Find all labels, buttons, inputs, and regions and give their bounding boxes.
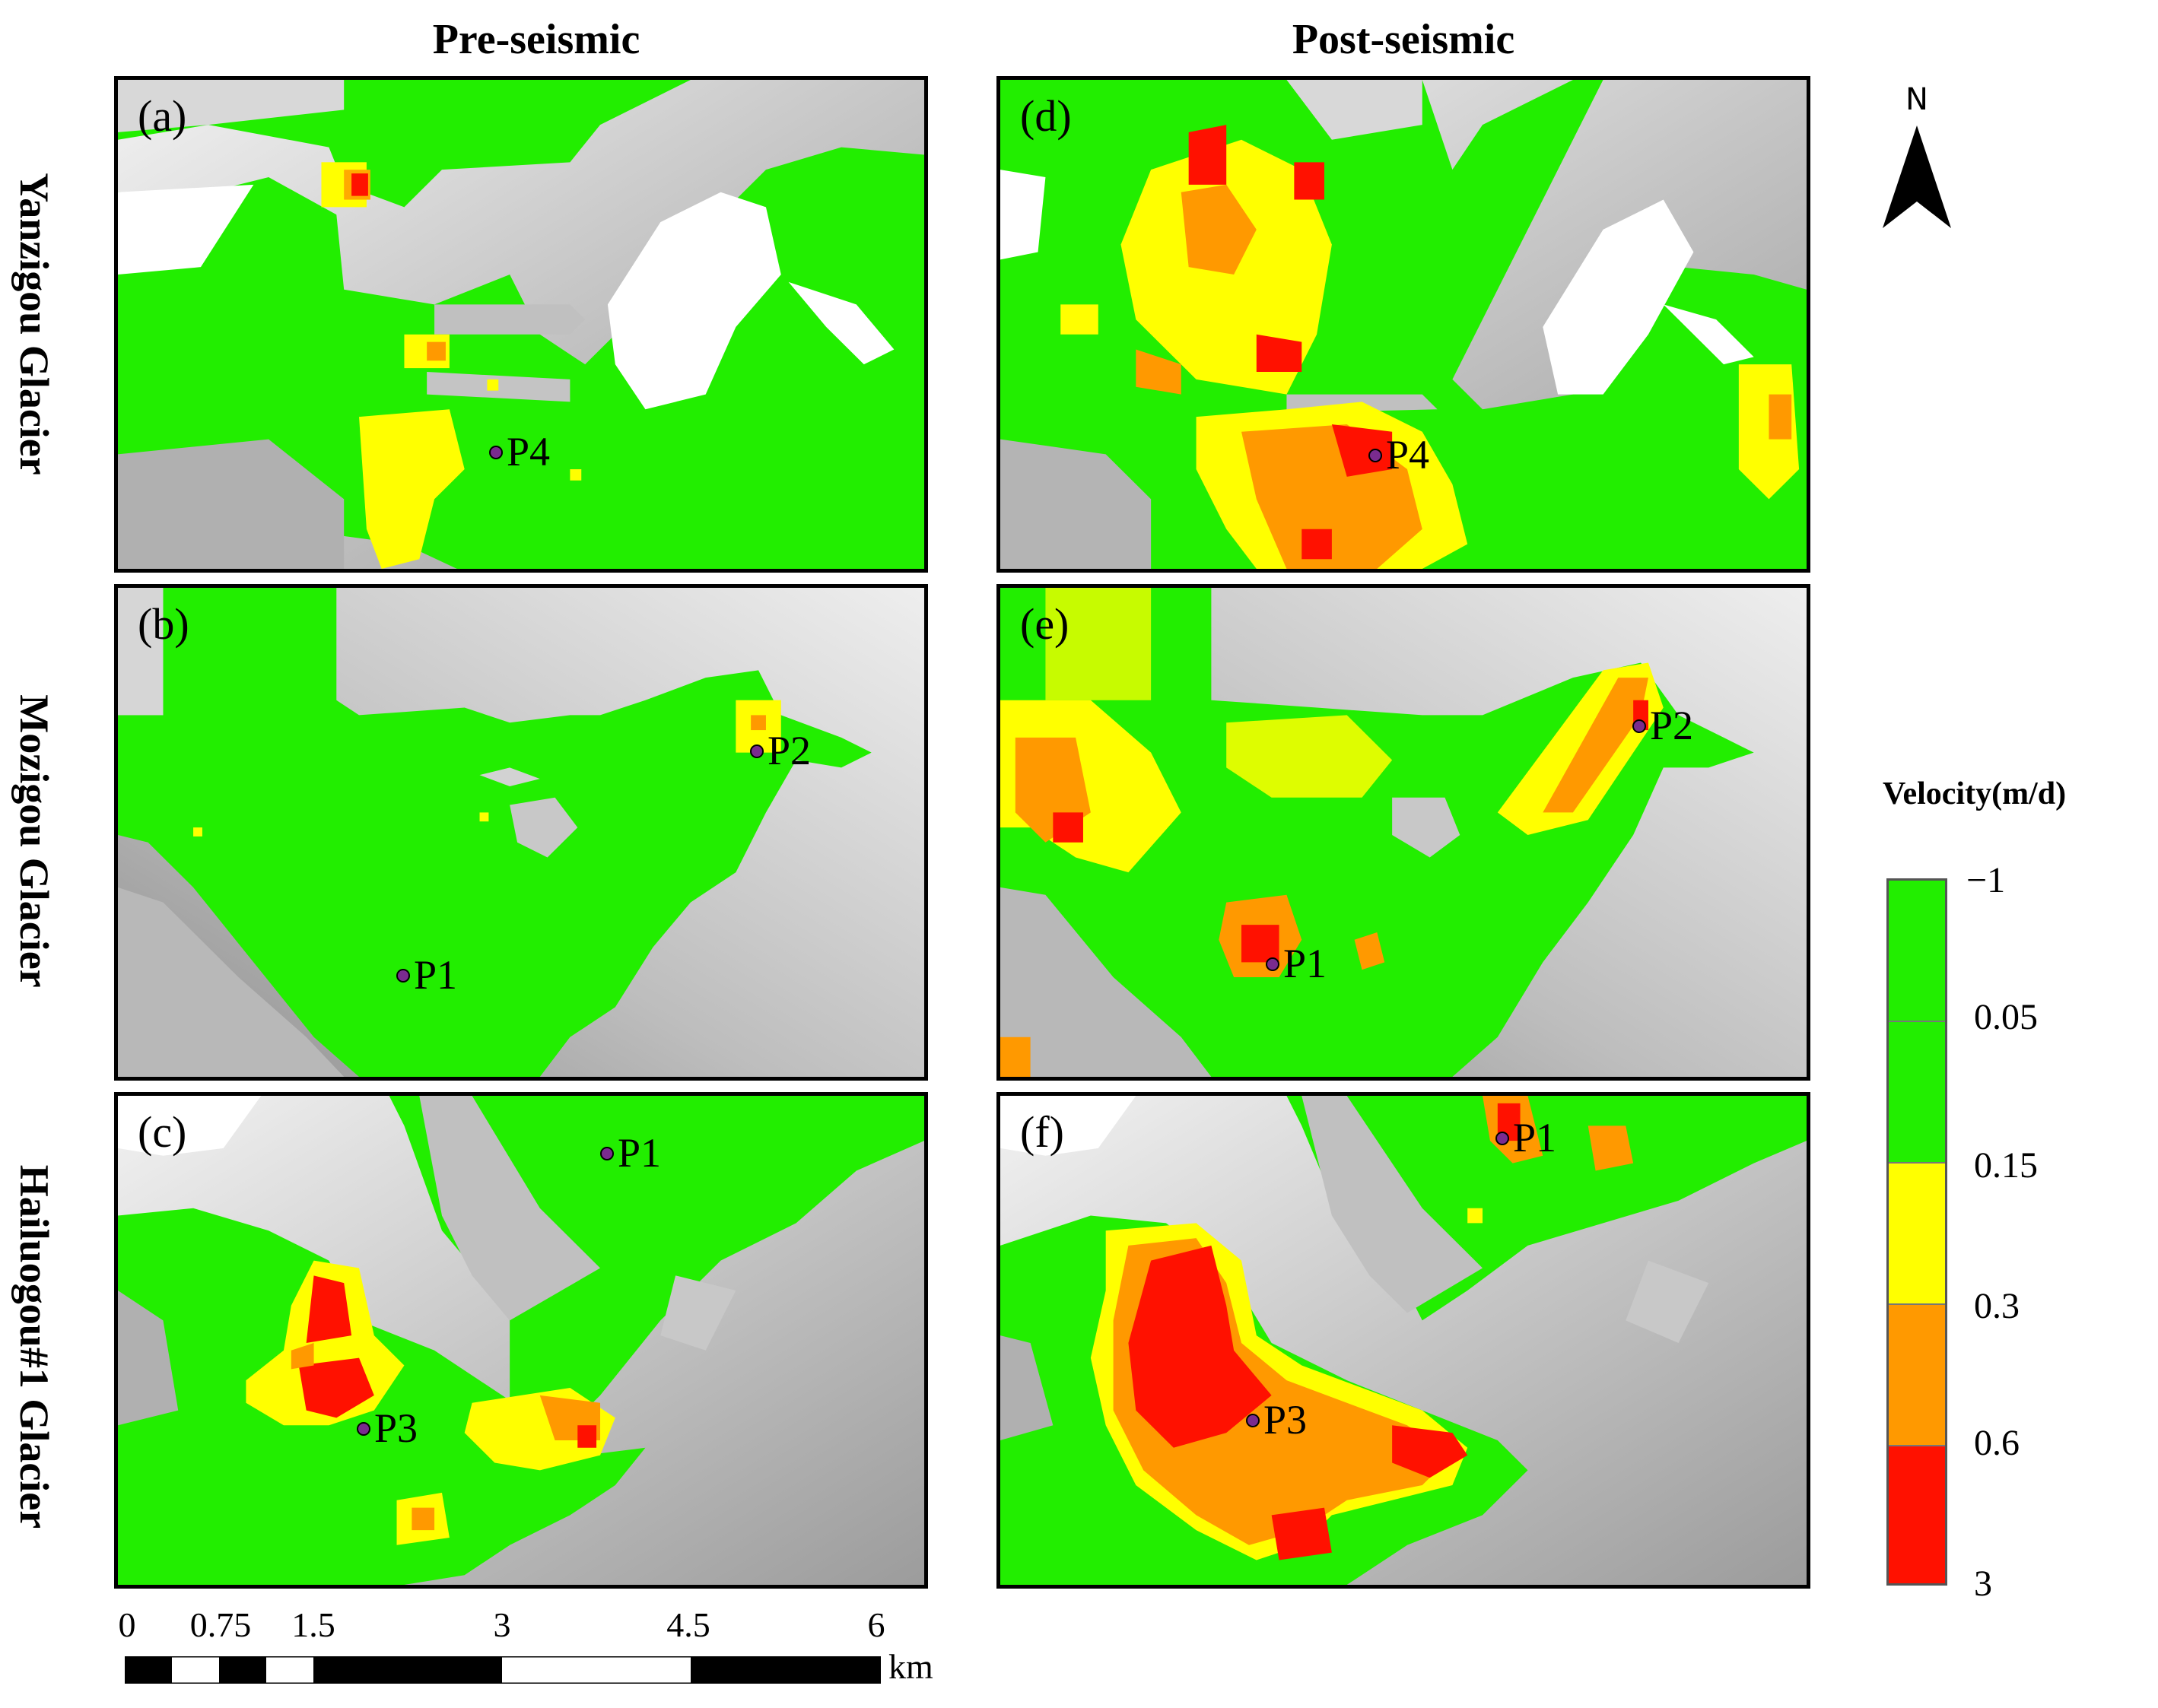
map-e-graphics: [1000, 588, 1807, 1077]
legend-tick: −1: [1966, 860, 2006, 900]
point-label: P3: [374, 1405, 418, 1451]
point-marker-icon: [1495, 1132, 1509, 1145]
point-marker-icon: [1266, 957, 1279, 971]
point-marker-icon: [357, 1422, 370, 1436]
scale-unit: km: [888, 1647, 933, 1686]
point-label: P1: [1283, 941, 1327, 986]
point-label: P4: [1386, 432, 1430, 478]
point-label: P4: [507, 429, 551, 475]
legend-tick: 0.05: [1974, 997, 2038, 1037]
legend-tick: 3: [1974, 1564, 1992, 1604]
legend-swatch: [1889, 1305, 1945, 1446]
point-label: P2: [768, 728, 812, 773]
point-label: P1: [1513, 1115, 1557, 1160]
scale-tick: 4.5: [666, 1605, 710, 1644]
legend-swatch: [1889, 1022, 1945, 1164]
scale-tick: 3: [493, 1605, 511, 1644]
row-title-yanzigou: Yanzigou Glacier: [11, 173, 57, 475]
map-b-graphics: [118, 588, 924, 1077]
point-marker-icon: [396, 969, 410, 983]
legend-swatch: [1889, 1446, 1945, 1583]
north-label: N: [1905, 82, 1928, 117]
legend-swatch: [1889, 1164, 1945, 1305]
map-c-graphics: [118, 1096, 924, 1585]
point-marker-icon: [750, 744, 764, 758]
panel-label-c: (c): [138, 1107, 187, 1157]
point-label: P3: [1263, 1397, 1308, 1443]
map-panel-c: (c) P1 P3: [114, 1092, 928, 1589]
panel-label-a: (a): [138, 91, 187, 141]
legend-color-bar: [1886, 878, 1947, 1586]
legend-tick: 0.6: [1974, 1423, 2020, 1463]
scale-bar: [125, 1656, 881, 1684]
map-a-graphics: [118, 80, 924, 569]
map-panel-e: (e) P2 P1: [996, 584, 1810, 1081]
point-label: P1: [618, 1130, 662, 1176]
panel-label-f: (f): [1020, 1107, 1064, 1157]
north-arrow-icon: [1883, 125, 1951, 228]
panel-label-b: (b): [138, 599, 189, 649]
map-panel-d: (d) P4: [996, 76, 1810, 573]
map-d-graphics: [1000, 80, 1807, 569]
scale-tick: 0.75: [189, 1605, 252, 1644]
legend-title: Velocity(m/d): [1883, 776, 2067, 811]
legend-tick: 0.3: [1974, 1286, 2020, 1326]
map-f-graphics: [1000, 1096, 1807, 1585]
point-marker-icon: [1368, 449, 1382, 462]
row-title-mozigou: Mozigou Glacier: [11, 694, 57, 988]
point-marker-icon: [1246, 1414, 1260, 1427]
legend-swatch: [1889, 881, 1945, 1022]
column-title-post-seismic: Post-seismic: [1292, 16, 1515, 63]
point-marker-icon: [600, 1147, 614, 1160]
row-title-hailuogou: Hailuogou#1 Glacier: [11, 1164, 57, 1529]
map-panel-b: (b) P2 P1: [114, 584, 928, 1081]
map-panel-f: (f) P1 P3: [996, 1092, 1810, 1589]
point-marker-icon: [1632, 719, 1646, 733]
map-panel-a: (a) P4: [114, 76, 928, 573]
point-marker-icon: [489, 446, 503, 459]
legend-tick: 0.15: [1974, 1145, 2038, 1186]
panel-label-e: (e): [1020, 599, 1069, 649]
scale-tick: 0: [118, 1605, 136, 1644]
scale-tick: 6: [867, 1605, 885, 1644]
point-label: P2: [1650, 703, 1694, 748]
column-title-pre-seismic: Pre-seismic: [432, 16, 640, 63]
panel-label-d: (d): [1020, 91, 1072, 141]
scale-tick: 1.5: [291, 1605, 335, 1644]
point-label: P1: [414, 952, 458, 998]
